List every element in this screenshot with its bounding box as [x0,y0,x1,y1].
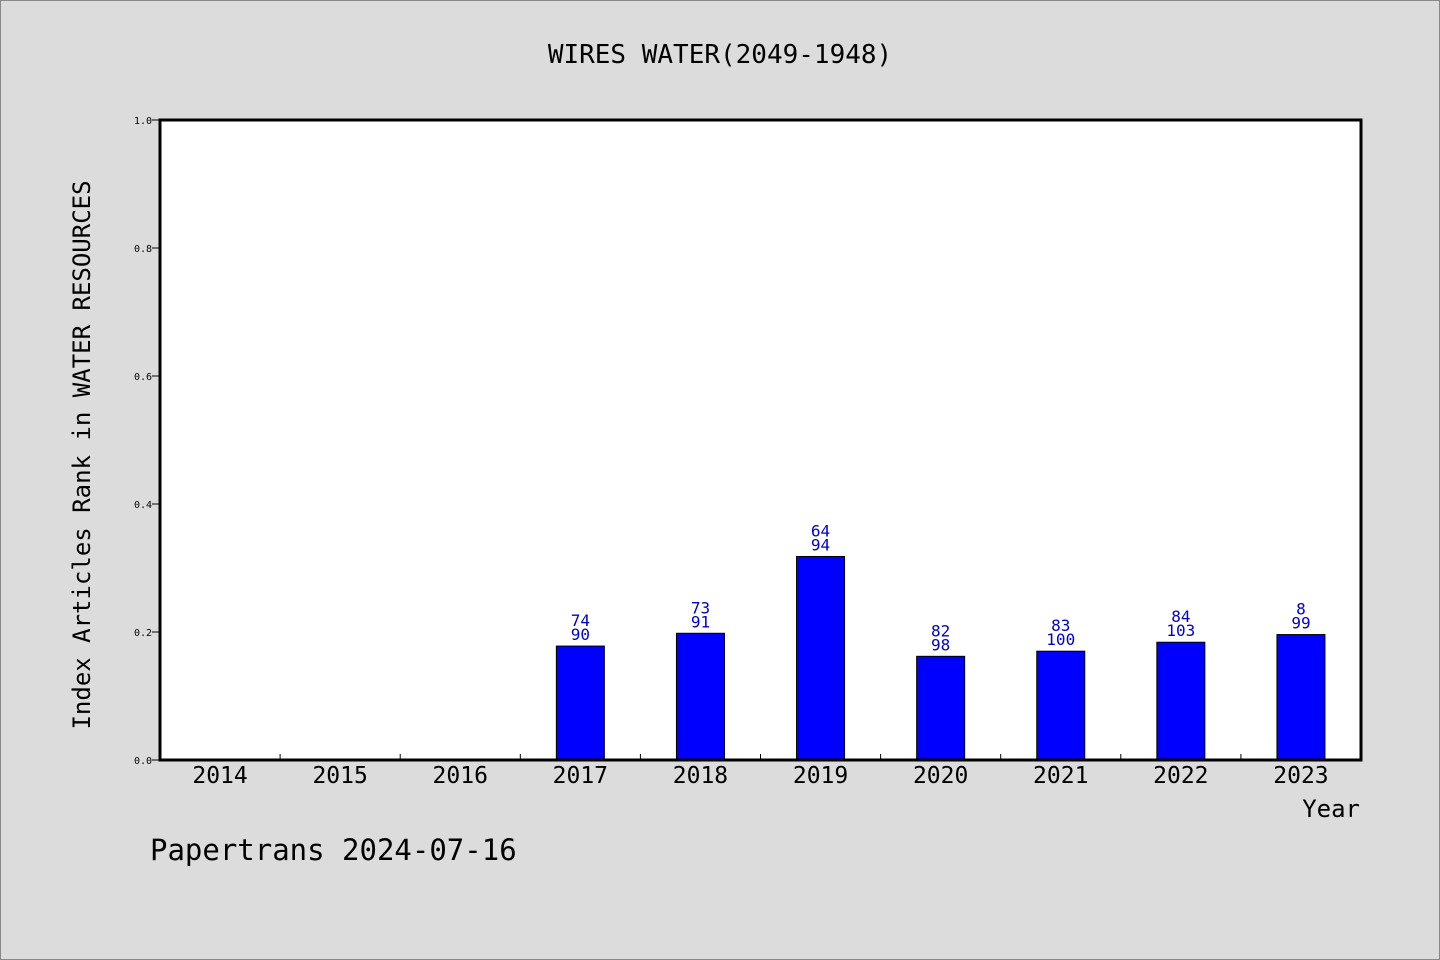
rank-label-2022: 84 [1171,607,1190,626]
x-tick-label-2018: 2018 [673,763,728,789]
footer-credit: Papertrans 2024-07-16 [150,833,517,867]
x-tick-label-2022: 2022 [1153,763,1208,789]
count-label-2018: 91 [691,612,710,631]
bar-2017 [555,645,605,761]
bar-2018 [675,632,725,761]
x-tick-label-2021: 2021 [1033,763,1088,789]
x-tick-label-2016: 2016 [433,763,488,789]
bar-2023 [1276,634,1326,761]
count-label-2020: 98 [931,635,950,654]
rank-label-2018: 73 [691,598,710,617]
y-tick-label-1.0: 1.0 [134,116,152,127]
rank-label-2021: 83 [1051,616,1070,635]
x-axis-label: Year [1302,795,1360,823]
count-label-2022: 103 [1166,621,1195,640]
count-label-2021: 100 [1046,630,1075,649]
y-tick-label-0.0: 0.0 [134,756,152,767]
y-axis-label: Index Articles Rank in WATER RESOURCES [68,180,96,729]
bar-2020 [916,655,966,761]
rank-label-2023: 8 [1296,600,1306,619]
count-label-2019: 94 [811,535,830,554]
y-tick-label-0.8: 0.8 [134,244,152,255]
x-tick-label-2020: 2020 [913,763,968,789]
rank-label-2019: 64 [811,521,830,540]
bar-2019 [796,555,846,761]
x-tick-label-2017: 2017 [553,763,608,789]
rank-label-2020: 82 [931,621,950,640]
x-tick-label-2019: 2019 [793,763,848,789]
x-tick-label-2023: 2023 [1273,763,1328,789]
y-tick-label-0.6: 0.6 [134,372,152,383]
count-label-2023: 99 [1291,614,1310,633]
bar-2021 [1036,650,1086,761]
count-label-2017: 90 [571,625,590,644]
bar-2022 [1156,641,1206,761]
y-tick-label-0.2: 0.2 [134,628,152,639]
chart-title: WIRES WATER(2049-1948) [548,40,892,70]
rank-label-2017: 74 [571,611,590,630]
x-tick-label-2014: 2014 [192,763,247,789]
ticks-layer: 2014 2015 2016 2017 2018 2019 2020 2021 2022 2023… [134,116,1329,789]
x-tick-label-2015: 2015 [312,763,367,789]
y-tick-label-0.4: 0.4 [134,500,152,511]
